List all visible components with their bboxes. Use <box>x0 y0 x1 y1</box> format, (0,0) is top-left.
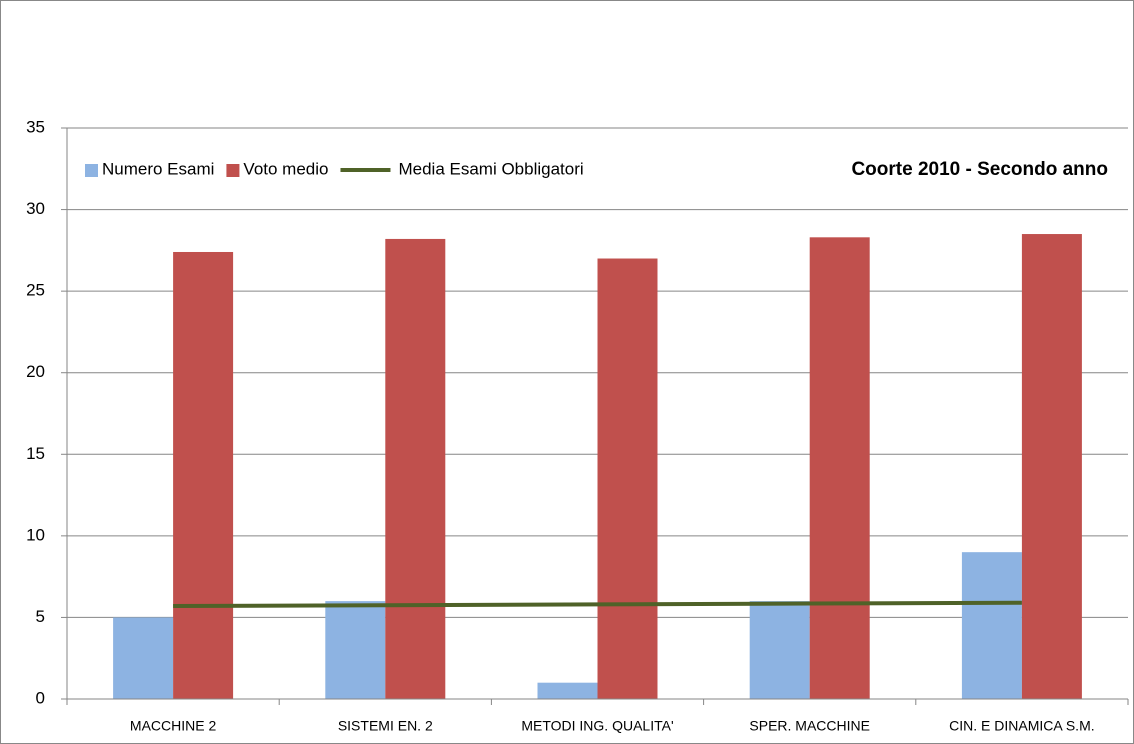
x-tick-label: MACCHINE 2 <box>130 718 217 734</box>
bar <box>597 258 658 699</box>
bar <box>1021 234 1082 700</box>
y-tick-label: 15 <box>26 444 45 463</box>
legend-label: Voto medio <box>243 159 328 178</box>
x-tick-label: SPER. MACCHINE <box>749 718 870 734</box>
y-tick-label: 5 <box>36 607 45 626</box>
bar <box>113 617 174 699</box>
line-series <box>173 600 1022 609</box>
bar <box>173 251 234 699</box>
x-tick-label: SISTEMI EN. 2 <box>338 718 433 734</box>
bar <box>537 682 598 699</box>
bar <box>385 238 446 700</box>
legend-swatch <box>85 164 98 177</box>
bar <box>325 601 386 699</box>
chart-title: Coorte 2010 - Secondo anno <box>851 159 1108 180</box>
x-tick-label: METODI ING. QUALITA' <box>521 718 673 734</box>
y-tick-label: 20 <box>26 362 45 381</box>
legend-label: Media Esami Obbligatori <box>398 159 583 178</box>
legend-label: Numero Esami <box>102 159 214 178</box>
y-tick-label: 10 <box>26 525 45 544</box>
bar <box>809 237 870 699</box>
y-tick-label: 35 <box>26 117 45 136</box>
y-tick-label: 30 <box>26 199 45 218</box>
x-tick-label: CIN. E DINAMICA S.M. <box>949 718 1094 734</box>
y-tick-label: 0 <box>36 688 45 707</box>
legend-swatch <box>226 164 240 177</box>
bar <box>961 552 1022 699</box>
bar <box>749 601 810 699</box>
y-tick-label: 25 <box>26 281 45 300</box>
